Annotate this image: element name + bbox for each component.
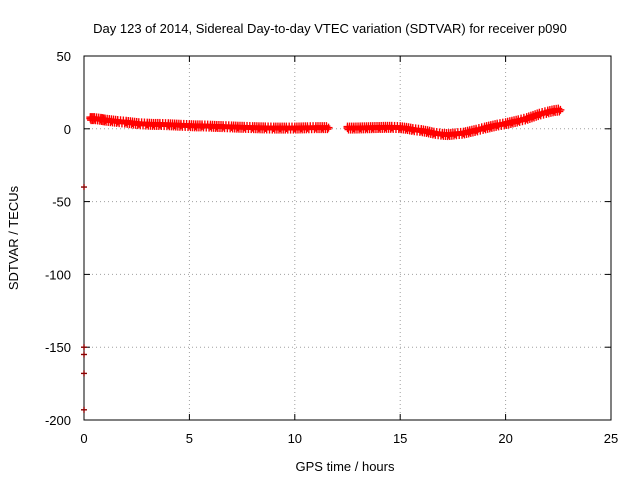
data-point <box>198 121 207 130</box>
data-point <box>423 127 432 136</box>
data-point <box>219 122 228 131</box>
outlier-point <box>81 351 87 358</box>
data-point <box>429 129 438 138</box>
data-point <box>122 118 131 127</box>
data-point <box>324 123 333 132</box>
x-tick-label: 5 <box>186 431 193 446</box>
data-point <box>323 125 332 134</box>
data-point <box>96 115 105 124</box>
x-tick-label: 25 <box>604 431 618 446</box>
data-point <box>465 127 474 136</box>
outlier-point <box>81 370 87 377</box>
data-point <box>535 110 544 119</box>
y-tick-label: 0 <box>64 122 71 137</box>
data-point <box>128 118 137 127</box>
outlier-point <box>81 406 87 413</box>
data-point <box>90 114 99 123</box>
data-point <box>522 114 531 123</box>
data-point <box>501 119 510 128</box>
outlier-point <box>81 184 87 191</box>
data-point <box>107 116 116 125</box>
data-point <box>387 123 396 132</box>
data-point <box>529 112 538 121</box>
data-point <box>507 118 516 127</box>
data-point <box>514 116 523 125</box>
data-point <box>493 121 502 130</box>
y-tick-label: -150 <box>45 340 71 355</box>
data-point <box>402 124 411 133</box>
data-point <box>417 126 426 135</box>
data-point <box>261 123 270 132</box>
data-point <box>480 124 489 133</box>
outlier-point <box>81 344 87 351</box>
data-point <box>396 123 405 132</box>
data-point <box>134 119 143 128</box>
data-point <box>451 129 460 138</box>
grid <box>84 56 611 420</box>
data-point <box>240 123 249 132</box>
x-tick-label: 15 <box>393 431 407 446</box>
data-point <box>555 107 564 116</box>
y-tick-label: -100 <box>45 267 71 282</box>
plot-area <box>83 55 612 421</box>
data-point <box>155 120 164 129</box>
x-axis-label: GPS time / hours <box>296 459 395 474</box>
chart-title: Day 123 of 2014, Sidereal Day-to-day VTE… <box>93 21 567 36</box>
data-point <box>486 122 495 131</box>
y-tick-label: -50 <box>52 195 71 210</box>
data-point <box>550 106 559 115</box>
data-point <box>556 105 565 114</box>
data-point <box>459 129 468 138</box>
data-point <box>444 130 453 139</box>
data-point <box>282 124 291 133</box>
data-point <box>303 123 312 132</box>
x-tick-label: 0 <box>80 431 87 446</box>
data-point <box>176 121 185 130</box>
y-tick-label: -200 <box>45 413 71 428</box>
axis-ticks: 0 5 10 15 20 25 50 0 -50 -100 -150 -200 <box>45 49 618 446</box>
data-points <box>81 104 565 413</box>
data-point <box>472 126 481 135</box>
data-point <box>101 116 110 125</box>
y-tick-label: 50 <box>57 49 71 64</box>
data-point <box>543 108 552 117</box>
x-tick-label: 10 <box>288 431 302 446</box>
data-point <box>113 117 122 126</box>
y-axis-label: SDTVAR / TECUs <box>6 185 21 290</box>
x-tick-label: 20 <box>498 431 512 446</box>
data-point <box>408 125 417 134</box>
